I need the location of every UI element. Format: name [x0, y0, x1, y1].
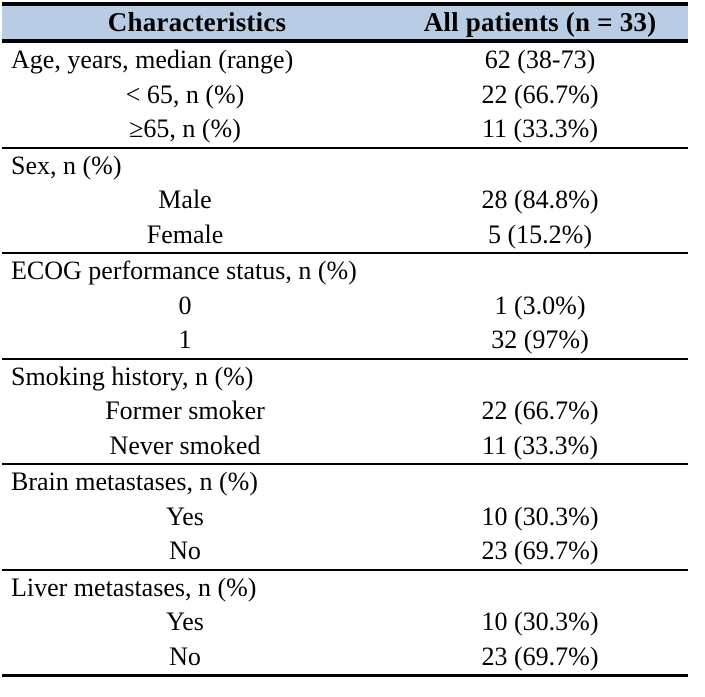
table-row: 1 32 (97%) [2, 323, 688, 359]
table-row: No 23 (69.7%) [2, 640, 688, 676]
row-value: 62 (38-73) [484, 45, 596, 75]
table-row: Brain metastases, n (%) [2, 463, 688, 500]
row-label: Sex, n (%) [2, 146, 392, 183]
header-characteristics: Characteristics [2, 4, 392, 43]
row-value: 32 (97%) [491, 325, 589, 355]
row-value: 5 (15.2%) [488, 219, 592, 249]
table-row: No 23 (69.7%) [2, 534, 688, 570]
row-label: No [169, 641, 201, 671]
page: Characteristics All patients (n = 33) Ag… [2, 2, 688, 677]
row-label: 0 [178, 290, 192, 320]
row-value: 23 (69.7%) [481, 641, 599, 671]
row-value [392, 252, 688, 289]
table-row: Liver metastases, n (%) [2, 568, 688, 605]
row-value [392, 568, 688, 605]
row-value: 23 (69.7%) [481, 536, 599, 566]
table-row: < 65, n (%) 22 (66.7%) [2, 78, 688, 113]
row-value: 22 (66.7%) [481, 79, 599, 109]
table-row: Yes 10 (30.3%) [2, 500, 688, 535]
row-label: Never smoked [109, 430, 261, 460]
header-all-patients: All patients (n = 33) [392, 4, 688, 43]
row-value: 10 (30.3%) [481, 607, 599, 637]
table-row: Female 5 (15.2%) [2, 218, 688, 254]
row-value: 11 (33.3%) [481, 114, 598, 144]
row-label: Liver metastases, n (%) [2, 568, 392, 605]
table-row: Male 28 (84.8%) [2, 183, 688, 218]
table-row: Age, years, median (range) 62 (38-73) [2, 41, 688, 78]
row-value: 10 (30.3%) [481, 501, 599, 531]
row-label: Smoking history, n (%) [2, 357, 392, 394]
table-row: Former smoker 22 (66.7%) [2, 394, 688, 429]
row-label: 1 [178, 325, 192, 355]
row-label: Brain metastases, n (%) [2, 463, 392, 500]
table-header-row: Characteristics All patients (n = 33) [2, 4, 688, 43]
row-value: 11 (33.3%) [481, 430, 598, 460]
row-label: < 65, n (%) [125, 79, 245, 109]
row-label: ECOG performance status, n (%) [2, 252, 392, 289]
row-value [392, 463, 688, 500]
table-row: Never smoked 11 (33.3%) [2, 429, 688, 465]
row-label: No [169, 536, 201, 566]
row-value: 1 (3.0%) [494, 290, 586, 320]
row-label: Age, years, median (range) [11, 45, 294, 75]
row-value [392, 357, 688, 394]
row-label: Former smoker [105, 396, 265, 426]
row-label: ≥65, n (%) [129, 114, 241, 144]
row-value [392, 146, 688, 183]
table-row: ≥65, n (%) 11 (33.3%) [2, 112, 688, 148]
row-label: Male [158, 185, 212, 215]
table-row: ECOG performance status, n (%) [2, 252, 688, 289]
row-value: 22 (66.7%) [481, 396, 599, 426]
patient-characteristics-table: Characteristics All patients (n = 33) Ag… [2, 2, 688, 677]
row-label: Yes [166, 501, 204, 531]
row-value: 28 (84.8%) [481, 185, 599, 215]
row-label: Yes [166, 607, 204, 637]
row-label: Female [146, 219, 224, 249]
table-row: Smoking history, n (%) [2, 357, 688, 394]
table-row: 0 1 (3.0%) [2, 289, 688, 324]
table-row: Yes 10 (30.3%) [2, 605, 688, 640]
table-row: Sex, n (%) [2, 146, 688, 183]
